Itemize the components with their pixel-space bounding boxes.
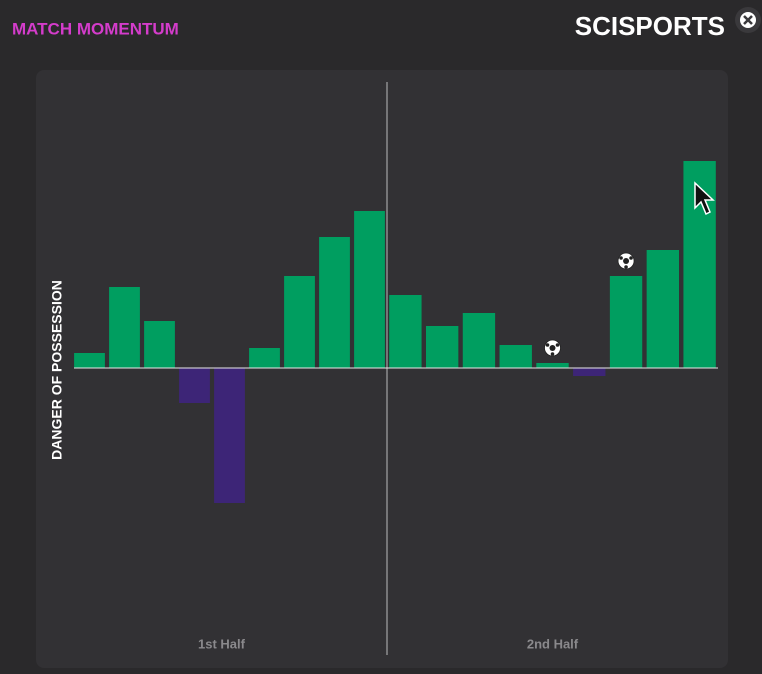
ball-patch: [629, 256, 633, 260]
bar: [536, 363, 569, 368]
plot: 1st Half 2nd Half: [74, 82, 718, 655]
goal-icon: [617, 252, 635, 270]
bar: [74, 353, 105, 368]
bar: [609, 276, 643, 368]
ball-patch: [555, 343, 560, 347]
ball-patch: [623, 258, 630, 264]
bar: [249, 348, 280, 368]
section-label: 2nd Half: [527, 636, 579, 651]
bar: [462, 313, 496, 368]
cursor: [694, 181, 715, 216]
goal-icon: [544, 339, 561, 357]
bar: [109, 287, 140, 368]
ball-patch: [549, 345, 556, 351]
ball-patch: [550, 352, 555, 356]
chart-panel: [36, 70, 728, 668]
bar: [179, 368, 210, 403]
bar: [573, 368, 606, 376]
bar: [319, 237, 350, 368]
logo: SCISPORTS: [575, 11, 725, 41]
ball-patch: [619, 256, 623, 260]
section-label: 1st Half: [198, 636, 246, 651]
y-axis-label: DANGER OF POSSESSION: [49, 280, 65, 460]
bar: [284, 276, 315, 368]
close-button[interactable]: [735, 7, 761, 33]
bar: [646, 250, 680, 368]
widget-title: MATCH MOMENTUM: [12, 19, 179, 38]
bar: [499, 345, 532, 368]
ball-patch: [624, 265, 628, 269]
bar: [144, 321, 175, 368]
bar: [389, 295, 422, 368]
bar: [214, 368, 245, 503]
ball-patch: [545, 343, 550, 347]
bar: [354, 211, 385, 368]
bar: [425, 326, 459, 368]
